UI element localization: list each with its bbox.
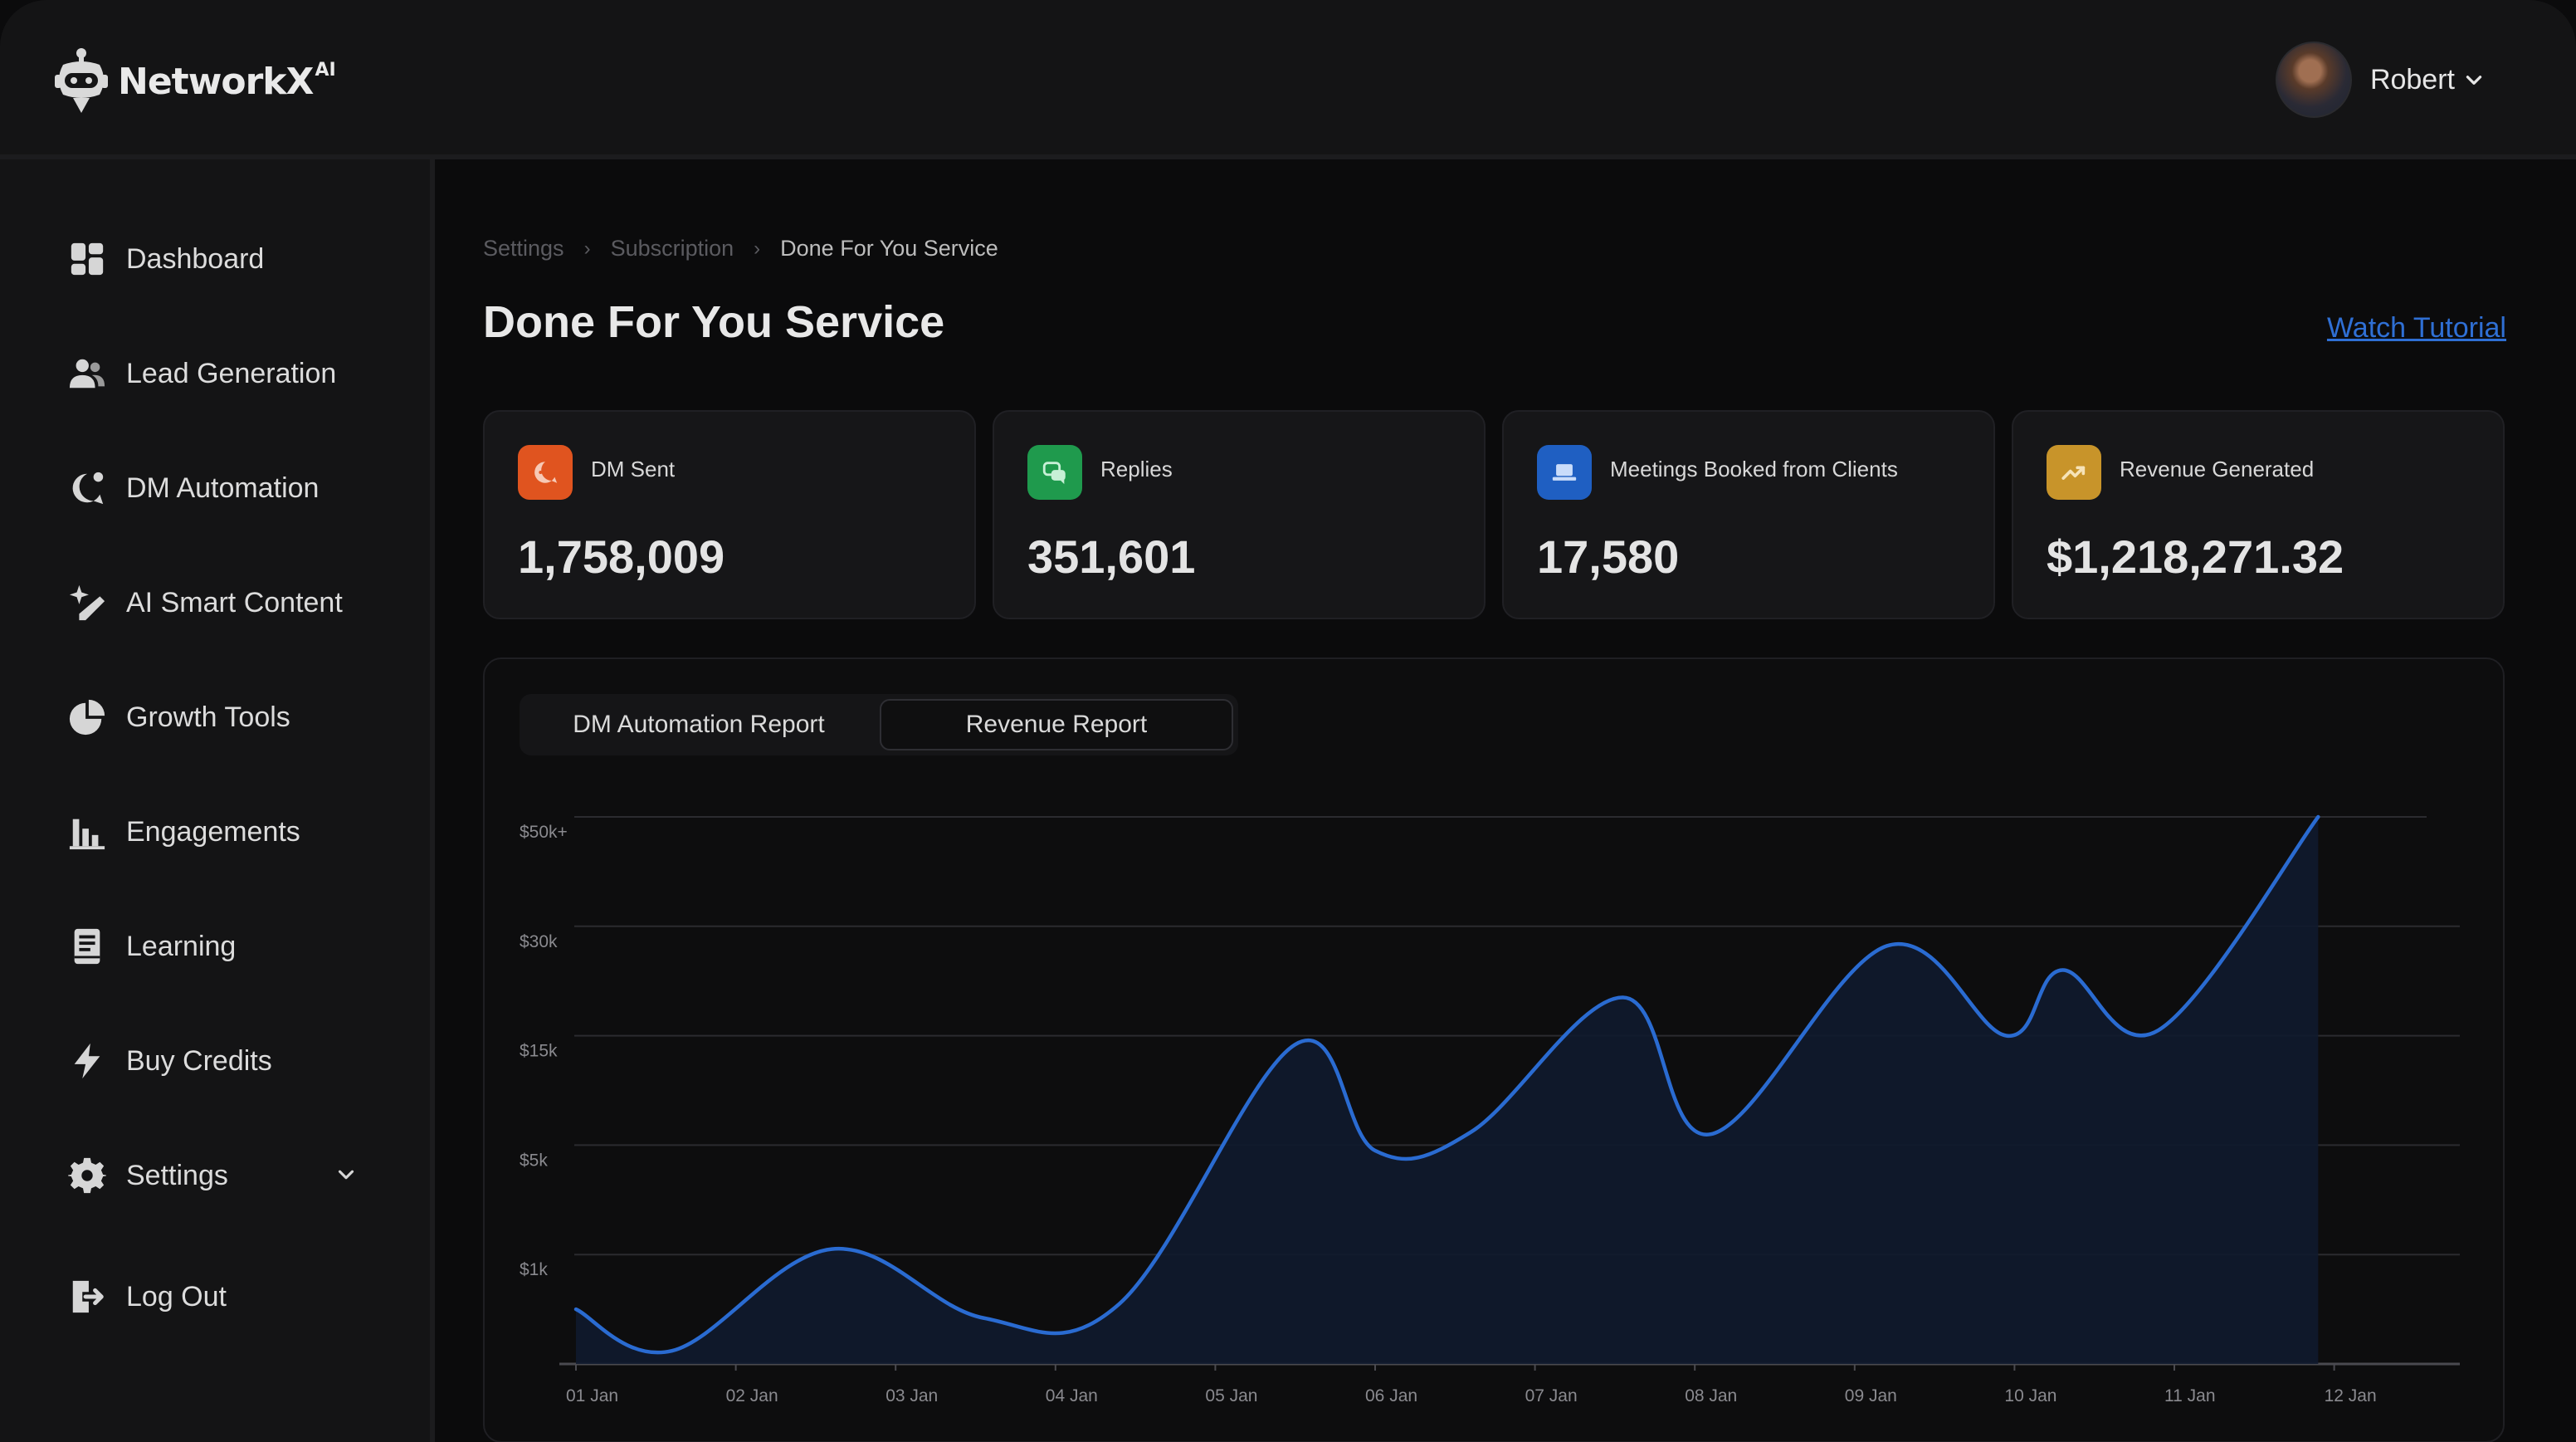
stat-label: DM Sent bbox=[591, 457, 676, 481]
grid-icon bbox=[66, 238, 108, 280]
sidebar-item-label: Lead Generation bbox=[126, 357, 337, 389]
y-tick-label: $15k bbox=[520, 1042, 558, 1061]
sidebar-item-label: Growth Tools bbox=[126, 701, 290, 733]
revenue-line bbox=[573, 814, 2320, 1355]
x-tick-label: 11 Jan bbox=[2164, 1386, 2216, 1405]
page-title: Done For You Service bbox=[483, 297, 945, 347]
watch-tutorial-link[interactable]: Watch Tutorial bbox=[2326, 312, 2506, 344]
main-content: Settings › Subscription › Done For You S… bbox=[435, 159, 2576, 1442]
chevron-right-icon: › bbox=[754, 237, 761, 260]
stat-value: $1,218,271.32 bbox=[2047, 530, 2344, 583]
stats-cards: DM Sent 1,758,009 Replies 351,601 Meetin… bbox=[483, 410, 2505, 619]
top-bar: NetworkX AI Robert bbox=[0, 0, 2576, 159]
laptop-icon bbox=[1537, 445, 1592, 500]
sidebar: Dashboard Lead Generation DM Automation … bbox=[0, 159, 435, 1442]
x-tick-label: 05 Jan bbox=[1205, 1386, 1257, 1405]
x-tick-label: 12 Jan bbox=[2325, 1386, 2377, 1405]
sidebar-item-buy-credits[interactable]: Buy Credits bbox=[66, 1031, 272, 1091]
sidebar-item-label: AI Smart Content bbox=[126, 586, 343, 618]
y-tick-label: $30k bbox=[520, 932, 558, 951]
book-icon bbox=[66, 926, 108, 967]
stat-value: 351,601 bbox=[1027, 530, 1196, 583]
sidebar-item-engagements[interactable]: Engagements bbox=[66, 802, 300, 862]
logout-icon bbox=[66, 1276, 108, 1317]
stat-value: 1,758,009 bbox=[518, 530, 725, 583]
sidebar-item-label: Learning bbox=[126, 930, 237, 962]
sidebar-item-label: Dashboard bbox=[126, 242, 265, 275]
stat-value: 17,580 bbox=[1537, 530, 1680, 583]
y-tick-label: $50k+ bbox=[520, 823, 568, 842]
magic-pen-icon bbox=[66, 582, 108, 623]
sidebar-item-ai-smart-content[interactable]: AI Smart Content bbox=[66, 573, 343, 633]
stat-card-meetings: Meetings Booked from Clients 17,580 bbox=[1502, 410, 1995, 619]
x-tick-label: 04 Jan bbox=[1046, 1386, 1098, 1405]
sidebar-item-label: Buy Credits bbox=[126, 1044, 272, 1077]
breadcrumb-item-current: Done For You Service bbox=[780, 236, 998, 261]
chevron-right-icon: › bbox=[583, 237, 591, 260]
breadcrumb: Settings › Subscription › Done For You S… bbox=[483, 236, 998, 262]
stat-card-replies: Replies 351,601 bbox=[993, 410, 1486, 619]
x-tick-label: 10 Jan bbox=[2004, 1386, 2056, 1405]
tab-dm-automation-report[interactable]: DM Automation Report bbox=[573, 711, 825, 738]
sidebar-item-dashboard[interactable]: Dashboard bbox=[66, 229, 264, 289]
y-tick-label: $5k bbox=[520, 1151, 548, 1170]
sidebar-item-label: Log Out bbox=[126, 1280, 227, 1312]
brand-logo[interactable]: NetworkX AI bbox=[51, 46, 336, 116]
sidebar-item-lead-generation[interactable]: Lead Generation bbox=[66, 344, 336, 403]
sidebar-item-label: Engagements bbox=[126, 815, 300, 848]
user-name[interactable]: Robert bbox=[2369, 63, 2455, 95]
bar-chart-icon bbox=[66, 811, 108, 853]
x-tick-label: 07 Jan bbox=[1525, 1386, 1578, 1405]
gear-icon bbox=[66, 1155, 108, 1196]
x-tick-label: 08 Jan bbox=[1685, 1386, 1737, 1405]
brand-sup: AI bbox=[315, 59, 336, 81]
stat-card-revenue: Revenue Generated $1,218,271.32 bbox=[2012, 410, 2505, 619]
stat-label: Meetings Booked from Clients bbox=[1610, 457, 1898, 481]
sidebar-item-dm-automation[interactable]: DM Automation bbox=[66, 458, 319, 518]
sidebar-item-learning[interactable]: Learning bbox=[66, 917, 236, 976]
user-menu[interactable]: Robert bbox=[2275, 42, 2485, 118]
robot-logo-icon bbox=[55, 48, 108, 113]
sidebar-item-log-out[interactable]: Log Out bbox=[66, 1267, 227, 1327]
message-icon bbox=[518, 445, 573, 500]
avatar[interactable] bbox=[2275, 42, 2352, 118]
stat-label: Replies bbox=[1100, 457, 1173, 481]
tab-revenue-report[interactable]: Revenue Report bbox=[880, 699, 1233, 750]
revenue-area bbox=[576, 817, 2319, 1364]
pie-chart-icon bbox=[66, 697, 108, 738]
revenue-chart: $50k+ $30k $15k $5k $1k 01 Jan 02 Jan 03 Jan 04 … bbox=[520, 814, 2460, 1405]
sidebar-item-label: Settings bbox=[126, 1159, 228, 1191]
lightning-icon bbox=[66, 1040, 108, 1082]
report-tabs: DM Automation Report Revenue Report bbox=[520, 694, 1238, 755]
reply-chat-icon bbox=[1027, 445, 1082, 500]
report-panel: DM Automation Report Revenue Report $50k… bbox=[483, 657, 2505, 1442]
x-tick-label: 06 Jan bbox=[1365, 1386, 1417, 1405]
chevron-down-icon[interactable] bbox=[2463, 69, 2485, 90]
sidebar-item-label: DM Automation bbox=[126, 472, 320, 504]
x-tick-label: 02 Jan bbox=[726, 1386, 778, 1405]
trend-up-icon bbox=[2047, 445, 2101, 500]
brand-name: NetworkX bbox=[118, 60, 314, 103]
x-tick-label: 09 Jan bbox=[1845, 1386, 1897, 1405]
breadcrumb-item-subscription[interactable]: Subscription bbox=[610, 236, 734, 261]
stat-label: Revenue Generated bbox=[2120, 457, 2315, 481]
users-icon bbox=[66, 353, 108, 394]
breadcrumb-item-settings[interactable]: Settings bbox=[483, 236, 564, 261]
stat-card-dm-sent: DM Sent 1,758,009 bbox=[483, 410, 976, 619]
y-tick-label: $1k bbox=[520, 1260, 548, 1279]
chat-bubble-icon bbox=[66, 467, 108, 509]
sidebar-item-growth-tools[interactable]: Growth Tools bbox=[66, 687, 290, 747]
x-tick-label: 01 Jan bbox=[566, 1386, 618, 1405]
x-tick-label: 03 Jan bbox=[886, 1386, 938, 1405]
sidebar-item-settings[interactable]: Settings bbox=[66, 1146, 365, 1205]
chevron-down-icon[interactable] bbox=[334, 1162, 359, 1187]
